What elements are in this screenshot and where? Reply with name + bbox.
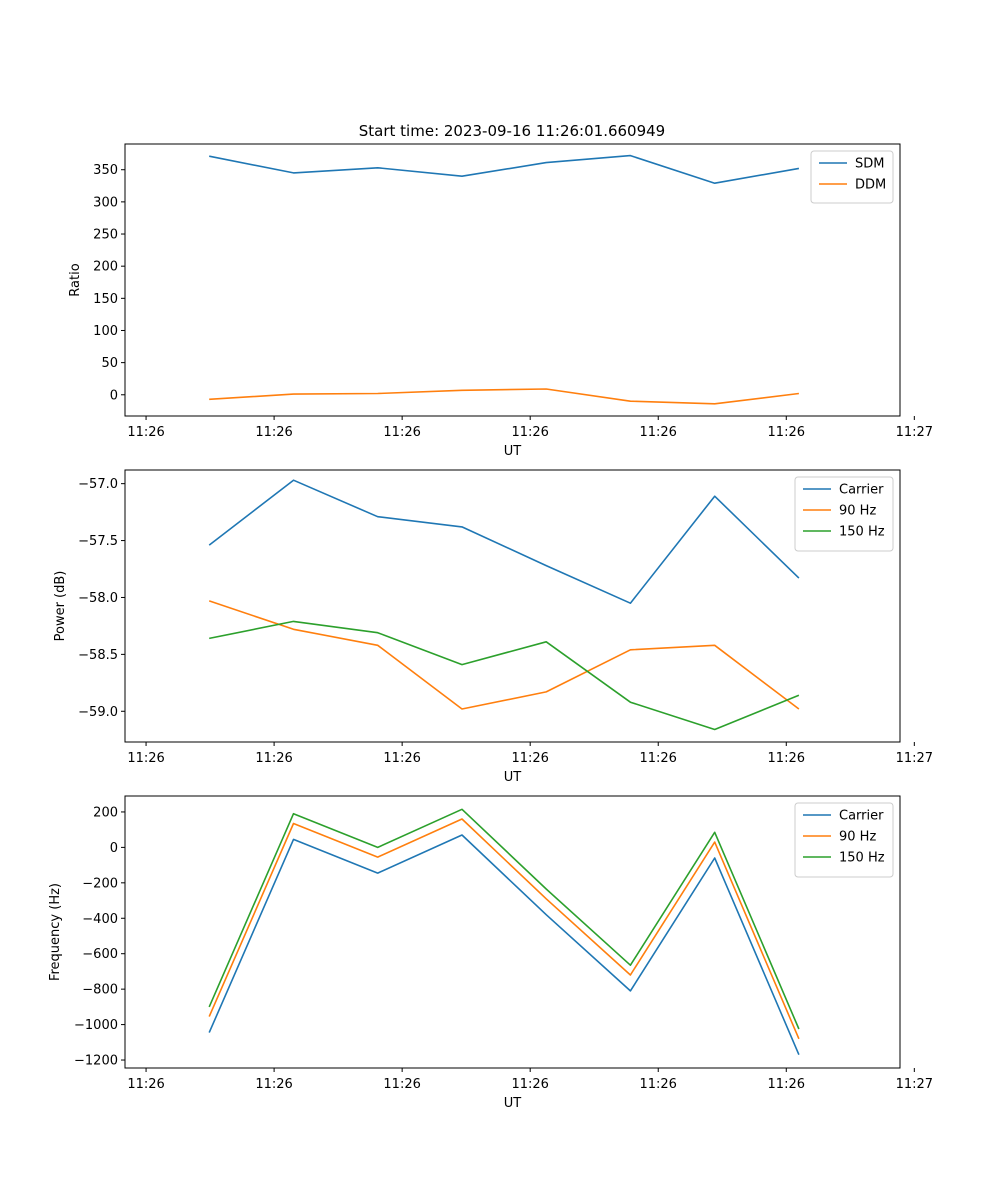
x-axis-label: UT [504, 770, 522, 785]
x-tick-label: 11:26 [768, 1077, 805, 1092]
x-tick-label: 11:26 [639, 1077, 676, 1092]
plot-area [124, 143, 901, 417]
legend-label: Carrier [839, 483, 884, 498]
panel-2: 11:26 11:26 11:26 11:26 11:26 11:26 11:27 −57.0… [53, 469, 933, 785]
legend-label: 150 Hz [839, 525, 885, 540]
y-tick-label: −1200 [74, 1054, 118, 1069]
x-tick-label: 11:27 [896, 751, 933, 766]
series-line-sdm [209, 154, 800, 184]
y-tick-label: −200 [82, 876, 118, 891]
plot-area [124, 795, 901, 1069]
y-tick-label: −800 [82, 983, 118, 998]
series-line-150-hz [209, 620, 800, 731]
plot-area [124, 469, 901, 743]
y-tick-label: −1000 [74, 1018, 118, 1033]
legend-label: Carrier [839, 809, 884, 824]
legend-label: 90 Hz [839, 504, 876, 519]
x-tick-label: 11:26 [511, 425, 548, 440]
x-tick-label: 11:26 [768, 425, 805, 440]
y-tick-label: 0 [110, 841, 118, 856]
y-tick-label: 50 [101, 356, 118, 371]
x-tick-label: 11:26 [383, 751, 420, 766]
x-tick-label: 11:26 [511, 751, 548, 766]
series-line-carrier [208, 479, 800, 605]
y-axis-label: Ratio [68, 263, 83, 296]
x-tick-label: 11:26 [255, 751, 292, 766]
x-tick-label: 11:26 [127, 425, 164, 440]
legend-label: DDM [855, 178, 886, 193]
y-tick-label: −58.0 [78, 591, 118, 606]
y-tick-label: 300 [93, 195, 118, 210]
series-line-90-hz [208, 818, 800, 1040]
y-tick-label: −600 [82, 947, 118, 962]
y-tick-label: 0 [110, 388, 118, 403]
legend-label: 150 Hz [839, 851, 885, 866]
legend-label: SDM [855, 157, 884, 172]
y-axis-label: Power (dB) [53, 571, 68, 642]
y-tick-label: −57.0 [78, 477, 118, 492]
y-tick-label: 100 [93, 324, 118, 339]
y-tick-label: 200 [93, 260, 118, 275]
y-tick-label: −59.0 [78, 705, 118, 720]
panel-1: 11:26 11:26 11:26 11:26 11:26 11:26 11:27 0 50 10… [68, 143, 933, 459]
panel-3: 11:26 11:26 11:26 11:26 11:26 11:26 11:27 200 0 −… [48, 795, 933, 1111]
x-tick-label: 11:26 [768, 751, 805, 766]
legend: Carrier 90 Hz 150 Hz [794, 802, 894, 878]
figure-title: Start time: 2023-09-16 11:26:01.660949 [359, 122, 665, 140]
x-tick-label: 11:26 [255, 1077, 292, 1092]
x-tick-label: 11:26 [255, 425, 292, 440]
series-line-carrier [208, 834, 800, 1056]
legend-box [794, 476, 894, 552]
y-tick-label: 150 [93, 292, 118, 307]
y-tick-label: 350 [93, 163, 118, 178]
legend: Carrier 90 Hz 150 Hz [794, 476, 894, 552]
x-tick-label: 11:26 [511, 1077, 548, 1092]
y-tick-label: 250 [93, 228, 118, 243]
x-tick-label: 11:26 [639, 751, 676, 766]
legend-label: 90 Hz [839, 830, 876, 845]
series-line-ddm [209, 388, 799, 405]
y-tick-label: 200 [93, 805, 118, 820]
legend-box [794, 802, 894, 878]
series-line-90-hz [208, 600, 800, 710]
x-tick-label: 11:26 [639, 425, 676, 440]
x-tick-label: 11:27 [896, 425, 933, 440]
legend-box [810, 150, 894, 204]
x-axis-label: UT [504, 444, 522, 459]
y-axis-label: Frequency (Hz) [48, 883, 63, 981]
x-tick-label: 11:26 [127, 751, 164, 766]
y-tick-label: −400 [82, 912, 118, 927]
y-tick-label: −58.5 [78, 648, 118, 663]
x-tick-label: 11:26 [383, 425, 420, 440]
x-axis-label: UT [504, 1096, 522, 1111]
legend: SDM DDM [810, 150, 894, 204]
x-tick-label: 11:26 [127, 1077, 164, 1092]
x-tick-label: 11:26 [383, 1077, 420, 1092]
y-tick-label: −57.5 [78, 534, 118, 549]
series-line-150-hz [208, 808, 800, 1030]
x-tick-label: 11:27 [896, 1077, 933, 1092]
